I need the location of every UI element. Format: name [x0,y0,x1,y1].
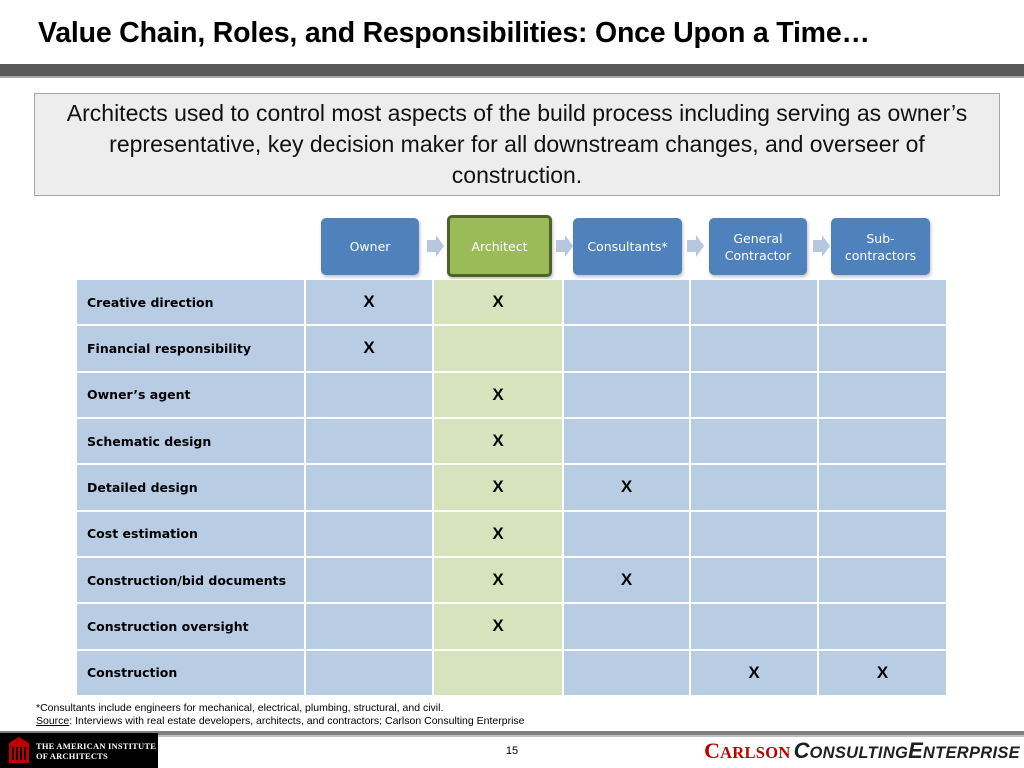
role-consultants: Consultants* [573,218,682,275]
responsibility-matrix: Creative direction X X Financial responsibi… [76,279,947,696]
brand-initial-1: C [704,738,721,763]
cell-general-contractor [690,279,818,326]
brand-word-1: ARLSON [720,743,791,762]
footer-bar [0,731,1024,735]
row-label: Schematic design [76,417,305,465]
aia-emblem-icon [9,736,29,763]
row-label: Owner’s agent [76,371,305,418]
cell-general-contractor [690,603,818,650]
cell-sub-contractors [818,556,947,604]
cell-sub-contractors [818,464,947,511]
footnote: *Consultants include engineers for mecha… [36,702,525,728]
role-sub-contractors-label: Sub-contractors [844,230,917,263]
slide-title: Value Chain, Roles, and Responsibilities… [38,17,870,49]
role-sub-contractors: Sub-contractors [831,218,930,275]
cell-consultants [563,325,690,372]
chevron-right-icon [556,235,573,257]
aia-logo-text: THE AMERICAN INSTITUTE OF ARCHITECTS [36,741,156,761]
cell-architect: X [433,556,563,604]
cell-general-contractor [690,556,818,604]
role-general-contractor-label: General Contractor [724,230,792,263]
brand-word-3: NTERPRISE [922,744,1020,762]
row-label: Financial responsibility [76,325,305,372]
source-line: Source: Interviews with real estate deve… [36,715,525,728]
cell-owner [305,464,433,511]
cell-architect: X [433,510,563,557]
cell-architect: X [433,417,563,465]
cell-consultants [563,510,690,557]
cell-general-contractor [690,325,818,372]
aia-logo: THE AMERICAN INSTITUTE OF ARCHITECTS [0,733,158,768]
cell-general-contractor [690,371,818,418]
chevron-right-icon [427,235,444,257]
cell-sub-contractors [818,325,947,372]
cell-owner [305,556,433,604]
cell-general-contractor [690,510,818,557]
chevron-right-icon [687,235,704,257]
page-number: 15 [505,745,519,757]
source-text: : Interviews with real estate developers… [69,715,525,727]
cell-sub-contractors [818,510,947,557]
row-label: Construction/bid documents [76,556,305,604]
role-general-contractor: General Contractor [709,218,807,275]
aia-logo-line-2: OF ARCHITECTS [36,750,108,761]
brand-initial-3: E [908,738,923,763]
cell-owner [305,371,433,418]
cell-owner [305,510,433,557]
chevron-right-icon [813,235,830,257]
cell-consultants [563,649,690,696]
cell-owner: X [305,325,433,372]
row-label: Creative direction [76,279,305,326]
cell-general-contractor [690,464,818,511]
cell-architect: X [433,464,563,511]
cell-architect [433,649,563,696]
carlson-consulting-logo: C ARLSON C ONSULTING E NTERPRISE [704,738,1020,763]
title-underline-bar [0,64,1024,76]
role-owner: Owner [321,218,419,275]
cell-consultants [563,417,690,465]
title-underline-shadow [0,76,1024,78]
cell-consultants [563,603,690,650]
source-label: Source [36,715,70,727]
cell-general-contractor: X [690,649,818,696]
cell-owner [305,603,433,650]
summary-callout: Architects used to control most aspects … [34,93,1000,196]
cell-consultants: X [563,556,690,604]
row-label: Cost estimation [76,510,305,557]
consultants-footnote: *Consultants include engineers for mecha… [36,702,444,714]
cell-sub-contractors [818,371,947,418]
cell-owner [305,417,433,465]
role-owner-label: Owner [349,239,391,254]
brand-initial-2: C [793,738,810,763]
cell-architect: X [433,603,563,650]
cell-owner [305,649,433,696]
cell-architect: X [433,371,563,418]
role-consultants-label: Consultants* [587,239,668,254]
role-architect: Architect [447,215,552,277]
cell-owner: X [305,279,433,326]
cell-consultants: X [563,464,690,511]
cell-sub-contractors [818,279,947,326]
cell-architect [433,325,563,372]
cell-architect: X [433,279,563,326]
row-label: Construction oversight [76,603,305,650]
cell-sub-contractors [818,603,947,650]
row-label: Construction [76,649,305,696]
cell-sub-contractors: X [818,649,947,696]
brand-word-2: ONSULTING [809,744,909,762]
role-architect-label: Architect [471,238,528,254]
cell-general-contractor [690,417,818,465]
aia-logo-line-1: THE AMERICAN INSTITUTE [36,740,157,751]
cell-consultants [563,371,690,418]
cell-consultants [563,279,690,326]
footer-bar-shadow [0,735,1024,737]
cell-sub-contractors [818,417,947,465]
row-label: Detailed design [76,464,305,511]
